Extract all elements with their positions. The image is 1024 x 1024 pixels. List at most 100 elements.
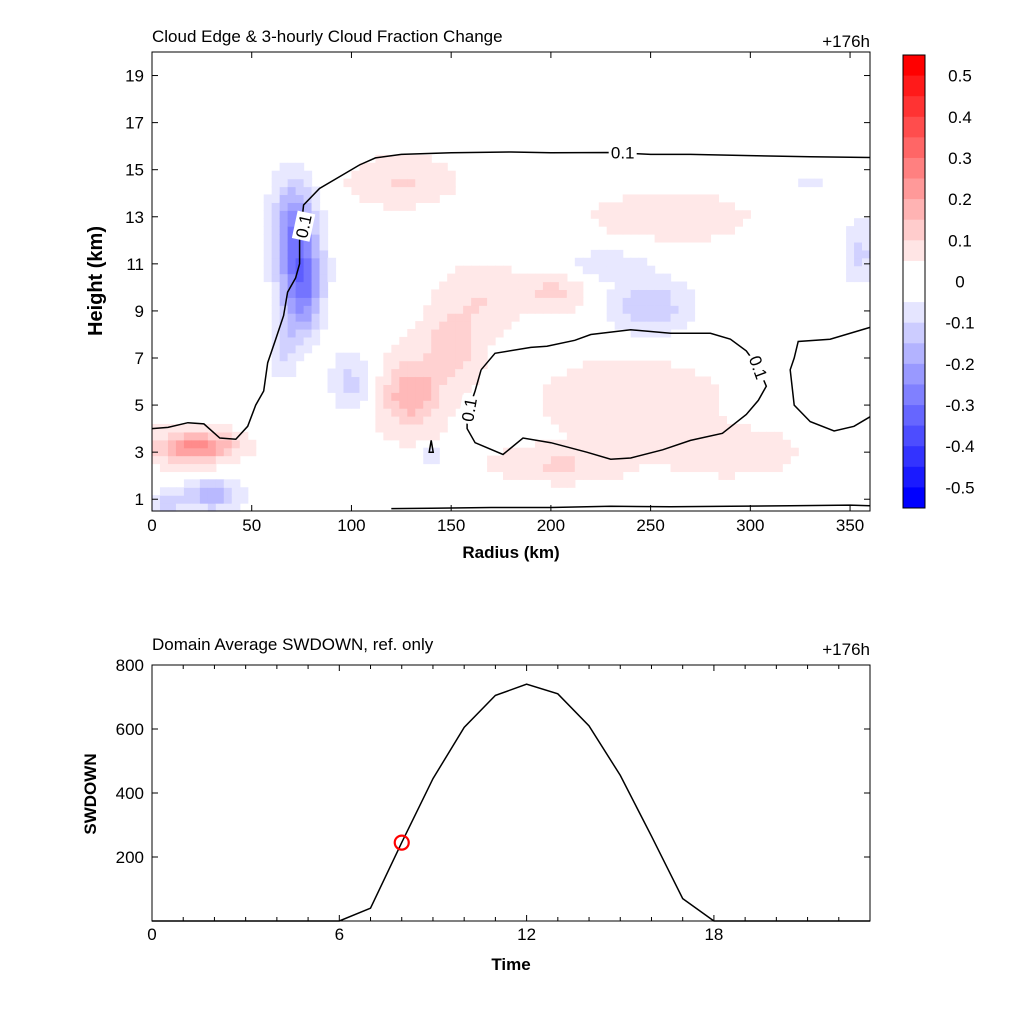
heatmap-cell — [542, 471, 552, 480]
heatmap-cell — [415, 170, 424, 180]
heatmap-cell — [598, 218, 608, 227]
heatmap-cell — [702, 463, 712, 473]
heatmap-cell — [423, 313, 432, 322]
heatmap-cell — [407, 416, 416, 425]
heatmap-cell — [638, 210, 648, 219]
heatmap-cell — [518, 281, 528, 291]
heatmap-cell — [678, 218, 688, 227]
heatmap-cell — [487, 305, 496, 314]
heatmap-cell — [742, 431, 751, 441]
colorbar-label: -0.5 — [945, 478, 974, 497]
heatmap-cell — [279, 297, 289, 306]
heatmap-cell — [215, 495, 225, 504]
heatmap-cell — [630, 360, 640, 370]
heatmap-cell — [375, 194, 384, 203]
heatmap-cell — [550, 408, 560, 417]
heatmap-cell — [742, 447, 751, 457]
heatmap-cell — [503, 321, 512, 330]
heatmap-cell — [471, 368, 480, 378]
heatmap-cell — [862, 273, 871, 283]
colorbar-swatch — [903, 96, 925, 118]
heatmap-cell — [614, 447, 624, 457]
heatmap-cell — [319, 218, 329, 227]
heatmap-cell — [694, 218, 704, 227]
heatmap-cell — [622, 257, 632, 267]
heatmap-cell — [431, 186, 440, 196]
heatmap-cell — [598, 210, 608, 219]
heatmap-cell — [566, 376, 576, 385]
heatmap-cell — [175, 503, 185, 512]
heatmap-cell — [630, 455, 640, 465]
heatmap-cell — [654, 439, 664, 449]
heatmap-cell — [503, 265, 512, 275]
heatmap-cell — [550, 297, 560, 306]
heatmap-cell — [710, 408, 720, 417]
heatmap-cell — [542, 439, 552, 449]
heatmap-cell — [710, 463, 720, 473]
heatmap-cell — [447, 305, 456, 314]
heatmap-cell — [606, 265, 616, 275]
heatmap-cell — [598, 431, 608, 441]
heatmap-cell — [207, 431, 217, 441]
heatmap-cell — [686, 392, 696, 401]
heatmap-cell — [518, 455, 528, 465]
heatmap-cell — [439, 368, 448, 378]
heatmap-cell — [734, 463, 743, 473]
heatmap-cell — [678, 423, 688, 433]
heatmap-cell — [415, 423, 424, 433]
heatmap-cell — [670, 202, 680, 211]
heatmap-cell — [686, 297, 696, 306]
heatmap-cell — [670, 416, 680, 425]
heatmap-cell — [574, 392, 584, 401]
heatmap-cell — [606, 313, 616, 322]
heatmap-cell — [439, 416, 448, 425]
heatmap-cell — [670, 305, 680, 314]
heatmap-cell — [271, 194, 281, 203]
heatmap-cell — [383, 376, 392, 385]
heatmap-cell — [287, 352, 297, 362]
heatmap-cell — [630, 392, 640, 401]
heatmap-cell — [582, 416, 592, 425]
heatmap-cell — [159, 439, 169, 449]
heatmap-cell — [359, 170, 368, 180]
heatmap-cell — [558, 447, 568, 457]
heatmap-cell — [319, 210, 329, 219]
heatmap-cell — [399, 154, 408, 164]
heatmap-cell — [287, 202, 297, 211]
heatmap-cell — [662, 447, 672, 457]
heatmap-cell — [183, 431, 193, 441]
heatmap-cell — [614, 289, 624, 298]
heatmap-cell — [646, 384, 656, 393]
heatmap-cell — [423, 384, 432, 393]
heatmap-cell — [566, 408, 576, 417]
heatmap-cell — [271, 313, 281, 322]
heatmap-cell — [279, 194, 289, 203]
heatmap-cell — [606, 297, 616, 306]
heatmap-cell — [351, 352, 361, 362]
heatmap-cell — [582, 463, 592, 473]
heatmap-cell — [558, 471, 568, 480]
heatmap-cell — [686, 384, 696, 393]
heatmap-cell — [590, 257, 600, 267]
x-tick-label: 18 — [704, 925, 723, 944]
heatmap-cell — [175, 487, 185, 496]
heatmap-cell — [415, 400, 424, 409]
heatmap-cell — [447, 178, 456, 188]
colorbar-label: -0.4 — [945, 437, 974, 456]
heatmap-cell — [287, 234, 297, 243]
heatmap-cell — [686, 408, 696, 417]
heatmap-cell — [622, 360, 632, 370]
heatmap-cell — [662, 416, 672, 425]
heatmap-cell — [654, 431, 664, 441]
colorbar-swatch — [903, 343, 925, 365]
heatmap-cell — [215, 503, 225, 512]
heatmap-cell — [582, 439, 592, 449]
heatmap-cell — [742, 210, 751, 219]
heatmap-cell — [686, 202, 696, 211]
heatmap-cell — [319, 297, 329, 306]
heatmap-cell — [463, 305, 472, 314]
heatmap-cell — [391, 392, 400, 401]
heatmap-cell — [622, 463, 632, 473]
heatmap-cell — [646, 376, 656, 385]
heatmap-cell — [455, 376, 464, 385]
